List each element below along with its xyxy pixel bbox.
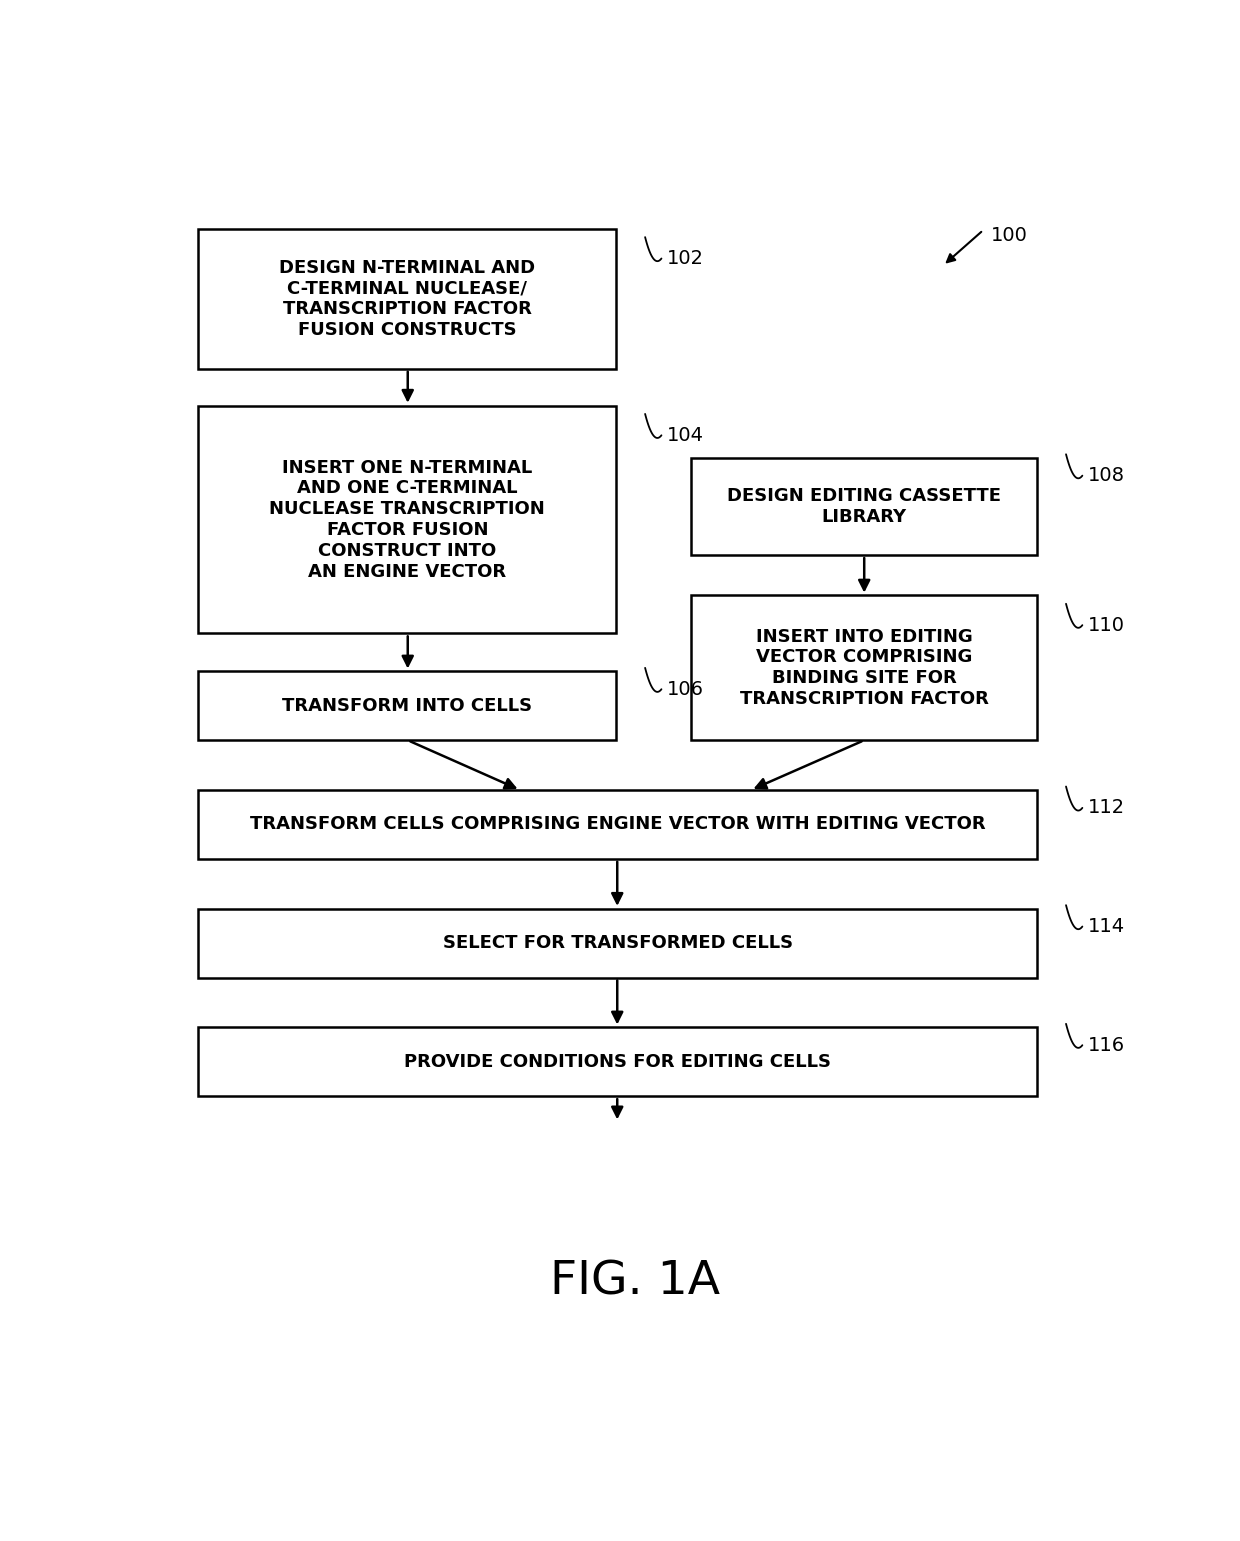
FancyBboxPatch shape: [198, 909, 1037, 977]
Text: 104: 104: [667, 425, 704, 445]
Text: DESIGN EDITING CASSETTE
LIBRARY: DESIGN EDITING CASSETTE LIBRARY: [727, 487, 1001, 525]
Text: 112: 112: [1089, 798, 1125, 817]
Text: TRANSFORM CELLS COMPRISING ENGINE VECTOR WITH EDITING VECTOR: TRANSFORM CELLS COMPRISING ENGINE VECTOR…: [250, 815, 986, 834]
Text: PROVIDE CONDITIONS FOR EDITING CELLS: PROVIDE CONDITIONS FOR EDITING CELLS: [404, 1053, 831, 1071]
Text: 114: 114: [1089, 917, 1125, 935]
FancyBboxPatch shape: [198, 1028, 1037, 1096]
FancyBboxPatch shape: [198, 791, 1037, 858]
Text: 106: 106: [667, 680, 704, 698]
FancyBboxPatch shape: [691, 458, 1037, 555]
Text: 110: 110: [1089, 616, 1125, 635]
Text: TRANSFORM INTO CELLS: TRANSFORM INTO CELLS: [283, 697, 532, 715]
Text: FIG. 1A: FIG. 1A: [551, 1261, 720, 1305]
Text: DESIGN N-TERMINAL AND
C-TERMINAL NUCLEASE/
TRANSCRIPTION FACTOR
FUSION CONSTRUCT: DESIGN N-TERMINAL AND C-TERMINAL NUCLEAS…: [279, 259, 536, 339]
Text: INSERT ONE N-TERMINAL
AND ONE C-TERMINAL
NUCLEASE TRANSCRIPTION
FACTOR FUSION
CO: INSERT ONE N-TERMINAL AND ONE C-TERMINAL…: [269, 459, 546, 581]
FancyBboxPatch shape: [691, 595, 1037, 740]
FancyBboxPatch shape: [198, 228, 616, 368]
Text: 108: 108: [1089, 465, 1125, 485]
Text: 100: 100: [991, 227, 1028, 245]
Text: 116: 116: [1089, 1036, 1125, 1054]
Text: SELECT FOR TRANSFORMED CELLS: SELECT FOR TRANSFORMED CELLS: [443, 934, 792, 952]
FancyBboxPatch shape: [198, 672, 616, 740]
Text: INSERT INTO EDITING
VECTOR COMPRISING
BINDING SITE FOR
TRANSCRIPTION FACTOR: INSERT INTO EDITING VECTOR COMPRISING BI…: [740, 627, 988, 707]
FancyBboxPatch shape: [198, 405, 616, 633]
Text: 102: 102: [667, 250, 704, 268]
